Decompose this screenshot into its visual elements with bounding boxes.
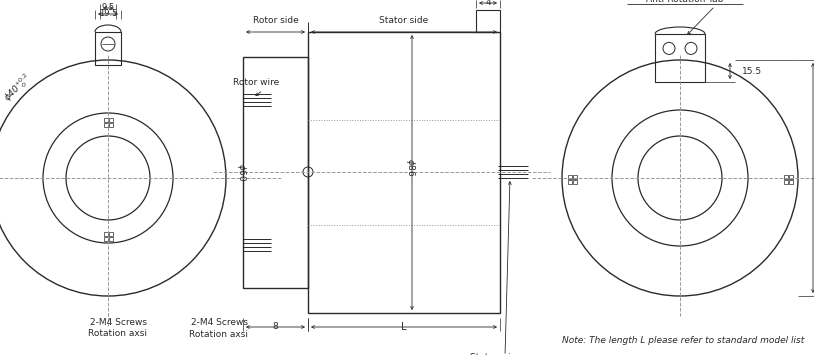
Bar <box>104 232 107 235</box>
Text: Anti-Rotation Tab: Anti-Rotation Tab <box>646 0 724 4</box>
Text: Stator wire: Stator wire <box>470 353 520 355</box>
Bar <box>109 232 112 235</box>
Bar <box>573 175 576 179</box>
Text: 4: 4 <box>485 0 491 7</box>
Text: 8: 8 <box>273 322 278 331</box>
Text: 9.5: 9.5 <box>102 3 115 12</box>
Bar <box>109 237 112 240</box>
Bar <box>109 118 112 121</box>
Text: Note: The length L please refer to standard model list: Note: The length L please refer to stand… <box>562 336 804 345</box>
Bar <box>476 10 500 32</box>
Text: L: L <box>401 322 407 332</box>
Text: $\phi$86: $\phi$86 <box>404 158 417 177</box>
Text: $\phi$40$^{+0.2}_{\ \ 0}$: $\phi$40$^{+0.2}_{\ \ 0}$ <box>0 70 35 105</box>
Bar <box>104 237 107 240</box>
Text: Rotation axsi: Rotation axsi <box>189 330 248 339</box>
Bar <box>308 32 500 313</box>
Text: 2-M4 Screws: 2-M4 Screws <box>191 318 248 327</box>
Text: Stator side: Stator side <box>379 16 429 25</box>
Text: 19.5: 19.5 <box>98 9 117 18</box>
Bar <box>655 34 705 82</box>
Bar <box>568 175 571 179</box>
Bar <box>95 32 121 65</box>
Bar <box>789 175 793 179</box>
Bar <box>109 123 112 126</box>
Bar <box>243 57 308 288</box>
Text: Rotor wire: Rotor wire <box>233 78 279 87</box>
Text: Rotor side: Rotor side <box>252 16 299 25</box>
Text: 15.5: 15.5 <box>742 66 762 76</box>
Text: 2-M4 Screws: 2-M4 Screws <box>90 318 147 327</box>
Bar <box>784 180 787 184</box>
Text: Rotation axsi: Rotation axsi <box>89 329 147 338</box>
Bar <box>568 180 571 184</box>
Bar <box>789 180 793 184</box>
Bar <box>573 180 576 184</box>
Bar <box>104 123 107 126</box>
Text: $\phi$60: $\phi$60 <box>235 163 248 182</box>
Bar <box>784 175 787 179</box>
Bar <box>104 118 107 121</box>
